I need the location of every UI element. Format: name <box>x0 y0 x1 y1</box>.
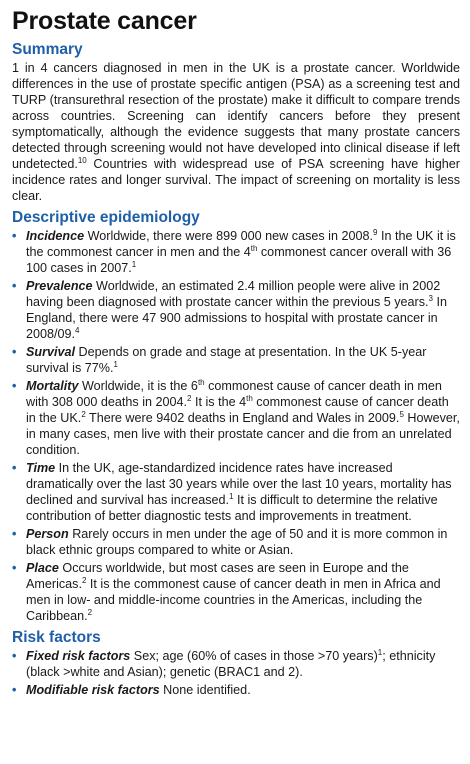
list-item-modifiable-risk-factors: • Modifiable risk factors None identified… <box>12 683 251 697</box>
bullet-icon: • <box>12 461 17 475</box>
risk-factors-list: • Fixed risk factors Sex; age (60% of cas… <box>12 648 460 698</box>
summary-paragraph: 1 in 4 cancers diagnosed in men in the U… <box>12 61 460 203</box>
bullet-icon: • <box>12 561 17 575</box>
bullet-icon: • <box>12 345 17 359</box>
bullet-icon: • <box>12 279 17 293</box>
list-item-survival: • Survival Depends on grade and stage at … <box>12 345 427 375</box>
bullet-icon: • <box>12 379 17 393</box>
risk-factors-heading: Risk factors <box>12 629 101 646</box>
list-item-mortality: • Mortality Worldwide, it is the 6th comm… <box>12 378 460 458</box>
list-item-prevalence: • Prevalence Worldwide, an estimated 2.4 … <box>12 279 448 341</box>
list-item-fixed-risk-factors: • Fixed risk factors Sex; age (60% of cas… <box>12 648 436 680</box>
document-page: Prostate cancer Summary 1 in 4 cancers d… <box>12 7 460 698</box>
list-item-incidence: • Incidence Worldwide, there were 899 000… <box>12 228 456 276</box>
list-item-person: • Person Rarely occurs in men under the a… <box>12 527 448 557</box>
bullet-icon: • <box>12 527 17 541</box>
bullet-icon: • <box>12 229 17 243</box>
list-item-time: • Time In the UK, age-standardized incide… <box>12 461 452 523</box>
summary-heading: Summary <box>12 41 83 58</box>
descriptive-epidemiology-heading: Descriptive epidemiology <box>12 209 200 226</box>
bullet-icon: • <box>12 649 17 663</box>
page-title: Prostate cancer <box>12 7 197 35</box>
list-item-place: • Place Occurs worldwide, but most cases … <box>12 561 441 623</box>
descriptive-epidemiology-list: • Incidence Worldwide, there were 899 000… <box>12 228 460 624</box>
bullet-icon: • <box>12 683 17 697</box>
